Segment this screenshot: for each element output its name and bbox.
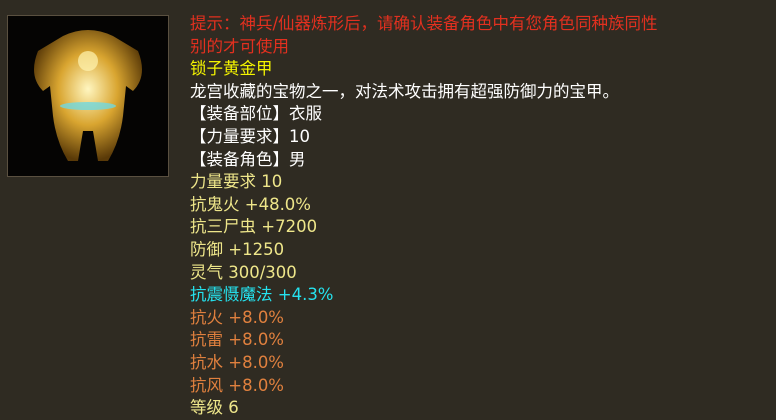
resist-line: 抗雷 +8.0%: [190, 330, 284, 350]
equip-slot: 【装备部位】衣服: [190, 104, 322, 124]
item-tooltip: 提示：神兵/仙器炼形后，请确认装备角色中有您角色同种族同性 别的才可使用 锁子黄…: [190, 13, 770, 420]
item-description: 龙宫收藏的宝物之一，对法术攻击拥有超强防御力的宝甲。: [190, 81, 619, 101]
golden-armor-icon: [34, 30, 142, 161]
stat-line: 灵气 300/300: [190, 262, 297, 282]
stat-line: 力量要求 10: [190, 172, 283, 192]
hint-text-cont: 别的才可使用: [190, 36, 289, 56]
item-level: 等级 6: [190, 398, 239, 418]
resist-line: 抗风 +8.0%: [190, 375, 284, 395]
stat-line: 抗三尸虫 +7200: [190, 217, 318, 237]
special-stat: 抗震慑魔法 +4.3%: [190, 285, 334, 305]
stat-line: 防御 +1250: [190, 239, 285, 259]
resist-line: 抗水 +8.0%: [190, 352, 284, 372]
strength-requirement: 【力量要求】10: [190, 126, 310, 146]
item-portrait: [7, 15, 169, 177]
stat-line: 抗鬼火 +48.0%: [190, 194, 311, 214]
resist-line: 抗火 +8.0%: [190, 307, 284, 327]
hint-text: 提示：神兵/仙器炼形后，请确认装备角色中有您角色同种族同性: [190, 14, 658, 33]
equip-role: 【装备角色】男: [190, 149, 306, 169]
item-name: 锁子黄金甲: [190, 59, 273, 79]
